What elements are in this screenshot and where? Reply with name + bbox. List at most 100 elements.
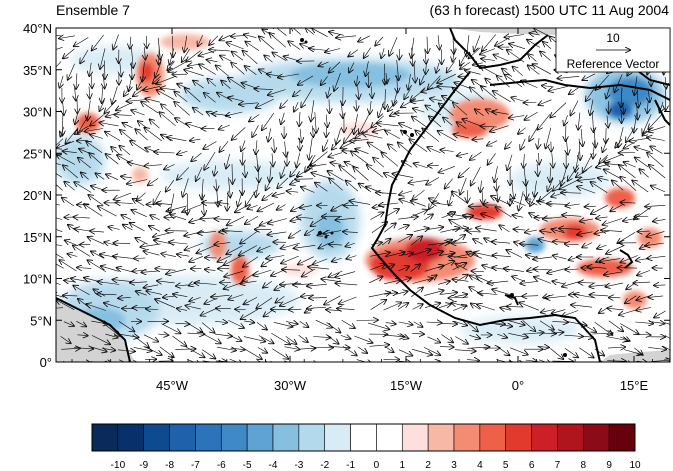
wind-vector: [343, 232, 358, 233]
wind-vector: [226, 111, 243, 116]
wind-vector: [477, 305, 495, 311]
wind-vector: [370, 212, 383, 220]
wind-vector: [483, 363, 493, 371]
wind-vector: [648, 126, 666, 131]
wind-vector: [466, 321, 478, 332]
wind-vector: [354, 335, 372, 343]
wind-vector: [289, 229, 302, 238]
wind-vector: [102, 87, 103, 103]
wind-vector: [565, 269, 579, 270]
wind-vector: [195, 283, 217, 285]
wind-vector: [217, 347, 236, 350]
wind-vector: [277, 177, 289, 188]
wind-vector: [144, 251, 160, 256]
wind-vector: [488, 153, 496, 164]
wind-vector: [215, 361, 227, 362]
wind-vector: [201, 322, 214, 333]
wind-vector: [329, 99, 330, 113]
wind-vector: [177, 254, 190, 256]
wind-vector: [393, 88, 399, 106]
wind-vector: [287, 191, 299, 192]
wind-vector: [169, 242, 188, 244]
wind-vector: [566, 204, 580, 206]
wind-vector: [440, 228, 459, 233]
colorbar: -10 -9 -8 -7 -6 -5 -4 -3 -2 -1 0 1 2 3 4 5 6 7 8 9 10: [91, 423, 641, 471]
wind-vector: [336, 128, 341, 144]
wind-vector: [218, 255, 232, 262]
wind-vector: [246, 189, 257, 206]
wind-vector: [385, 131, 401, 139]
wind-vector: [90, 113, 106, 126]
wind-vector: [497, 334, 507, 337]
wind-vector: [388, 99, 398, 111]
wind-vector: [221, 81, 231, 89]
wind-vector: [358, 35, 370, 42]
wind-vector: [607, 347, 625, 348]
lat-label: 40°N: [23, 21, 52, 36]
wind-vector: [104, 60, 105, 80]
wind-vector: [141, 102, 159, 114]
wind-vector: [398, 322, 413, 325]
longitude-axis: 45°W 30°W 15°W 0° 15°E: [71, 28, 653, 393]
colorbar-swatch: [582, 423, 610, 452]
wind-vector: [399, 191, 413, 195]
wind-vector: [241, 309, 259, 319]
wind-vector: [89, 86, 90, 99]
wind-vector: [132, 210, 147, 217]
wind-vector: [411, 201, 426, 207]
wind-vector: [597, 245, 607, 249]
wind-vector: [232, 127, 246, 139]
wind-vector: [227, 42, 244, 50]
wind-vector: [171, 215, 187, 220]
wind-vector: [537, 333, 556, 334]
wind-vector: [370, 264, 385, 271]
wind-vector: [664, 322, 670, 325]
wind-vector: [207, 79, 217, 87]
wind-vector: [61, 348, 80, 349]
wind-vector: [311, 173, 330, 179]
wind-vector: [74, 348, 93, 349]
lat-label: 15°N: [23, 230, 52, 245]
wind-vector: [470, 87, 484, 100]
wind-vector: [525, 112, 538, 120]
colorbar-label: -8: [165, 460, 174, 471]
wind-vector: [105, 334, 117, 338]
wind-vector: [226, 153, 230, 169]
colorbar-label: 9: [606, 460, 612, 471]
wind-vector: [635, 147, 651, 153]
wind-vector: [127, 179, 148, 185]
wind-vector: [467, 360, 479, 361]
wind-vector: [336, 283, 358, 285]
wind-vector: [540, 231, 552, 233]
wind-vector: [214, 165, 216, 176]
wind-vector: [534, 277, 552, 284]
wind-vector: [189, 297, 201, 301]
wind-vector: [63, 151, 77, 153]
wind-vector: [388, 144, 397, 152]
lon-label: 45°W: [156, 378, 189, 393]
colorbar-swatch: [453, 423, 481, 452]
wind-vector: [508, 361, 524, 362]
wind-vector: [191, 152, 202, 161]
wind-vector: [582, 73, 596, 80]
colorbar-label: 7: [555, 460, 561, 471]
wind-vector: [281, 255, 300, 263]
wind-vector: [78, 158, 91, 169]
wind-vector: [538, 99, 552, 105]
wind-vector: [637, 270, 651, 275]
wind-vector: [81, 173, 89, 180]
wind-vector: [312, 125, 313, 137]
wind-vector: [543, 217, 565, 219]
wind-vector: [59, 36, 76, 39]
wind-vector: [85, 129, 104, 132]
wind-vector: [298, 334, 308, 342]
wind-vector: [133, 347, 152, 351]
wind-vector: [201, 308, 217, 315]
wind-vector: [645, 205, 666, 206]
wind-vector: [256, 322, 267, 330]
colorbar-label: -10: [111, 460, 126, 471]
wind-vector: [137, 75, 145, 90]
wind-vector: [75, 229, 90, 231]
wind-vector: [202, 178, 204, 199]
wind-vector: [346, 256, 357, 259]
